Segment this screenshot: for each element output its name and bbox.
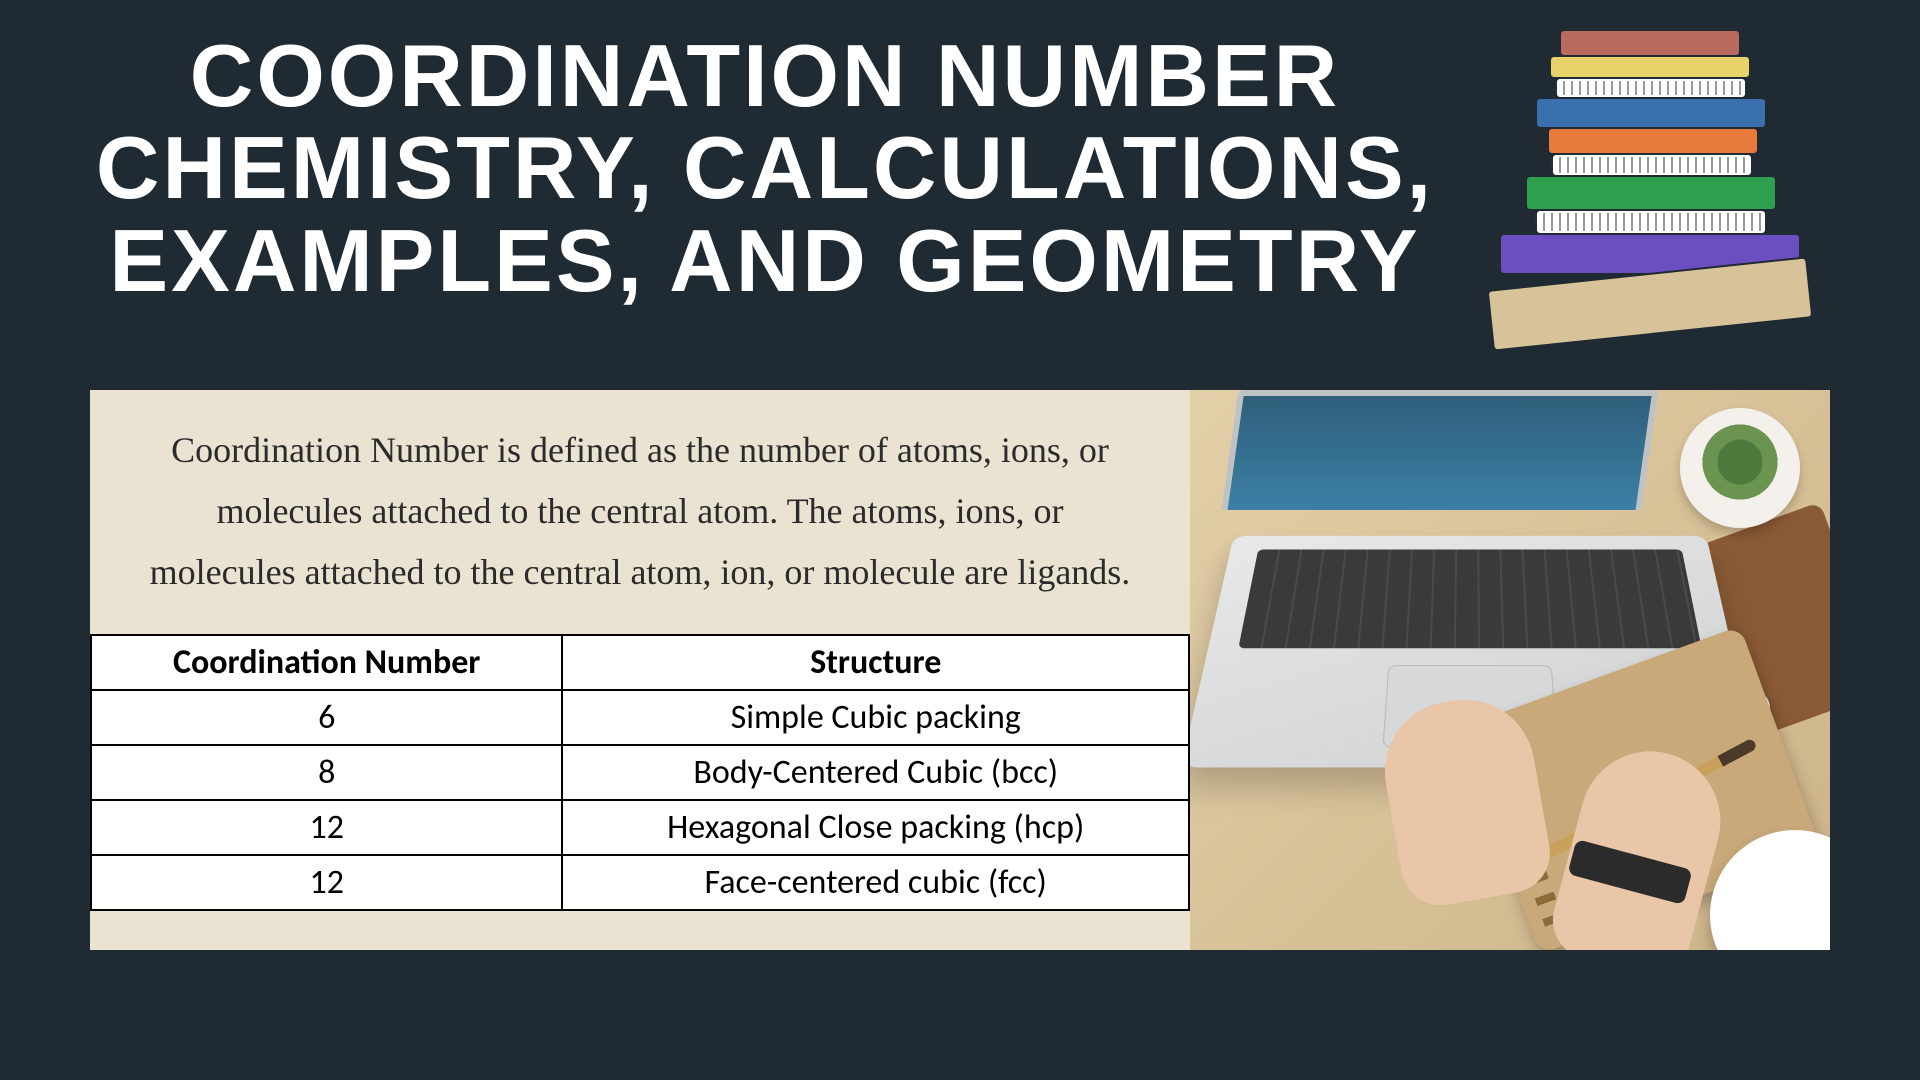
page-title: COORDINATION NUMBER CHEMISTRY, CALCULATI…: [90, 30, 1440, 307]
table-row: 6Simple Cubic packing: [91, 690, 1189, 745]
plant-icon: [1702, 424, 1778, 500]
table-cell: Face-centered cubic (fcc): [562, 855, 1189, 910]
keyboard: [1238, 549, 1701, 648]
left-panel: Coordination Number is defined as the nu…: [90, 390, 1190, 950]
slide: COORDINATION NUMBER CHEMISTRY, CALCULATI…: [0, 0, 1920, 1080]
table-cell: Hexagonal Close packing (hcp): [562, 800, 1189, 855]
table-cell: Body-Centered Cubic (bcc): [562, 745, 1189, 800]
col-header-structure: Structure: [562, 635, 1189, 690]
photo-panel: [1190, 390, 1830, 950]
table-cell: 8: [91, 745, 562, 800]
table-row: 12Hexagonal Close packing (hcp): [91, 800, 1189, 855]
table-cell: 12: [91, 800, 562, 855]
table-header-row: Coordination Number Structure: [91, 635, 1189, 690]
table-row: 12Face-centered cubic (fcc): [91, 855, 1189, 910]
table-cell: 12: [91, 855, 562, 910]
content-row: Coordination Number is defined as the nu…: [90, 390, 1830, 950]
definition-text: Coordination Number is defined as the nu…: [90, 390, 1190, 634]
coordination-table: Coordination Number Structure 6Simple Cu…: [90, 634, 1190, 911]
desk-scene: [1190, 390, 1830, 950]
col-header-cn: Coordination Number: [91, 635, 562, 690]
title-row: COORDINATION NUMBER CHEMISTRY, CALCULATI…: [90, 30, 1830, 370]
laptop-screen: [1222, 390, 1659, 510]
table-row: 8Body-Centered Cubic (bcc): [91, 745, 1189, 800]
books-stack-icon: [1470, 30, 1830, 370]
table-cell: 6: [91, 690, 562, 745]
table-cell: Simple Cubic packing: [562, 690, 1189, 745]
